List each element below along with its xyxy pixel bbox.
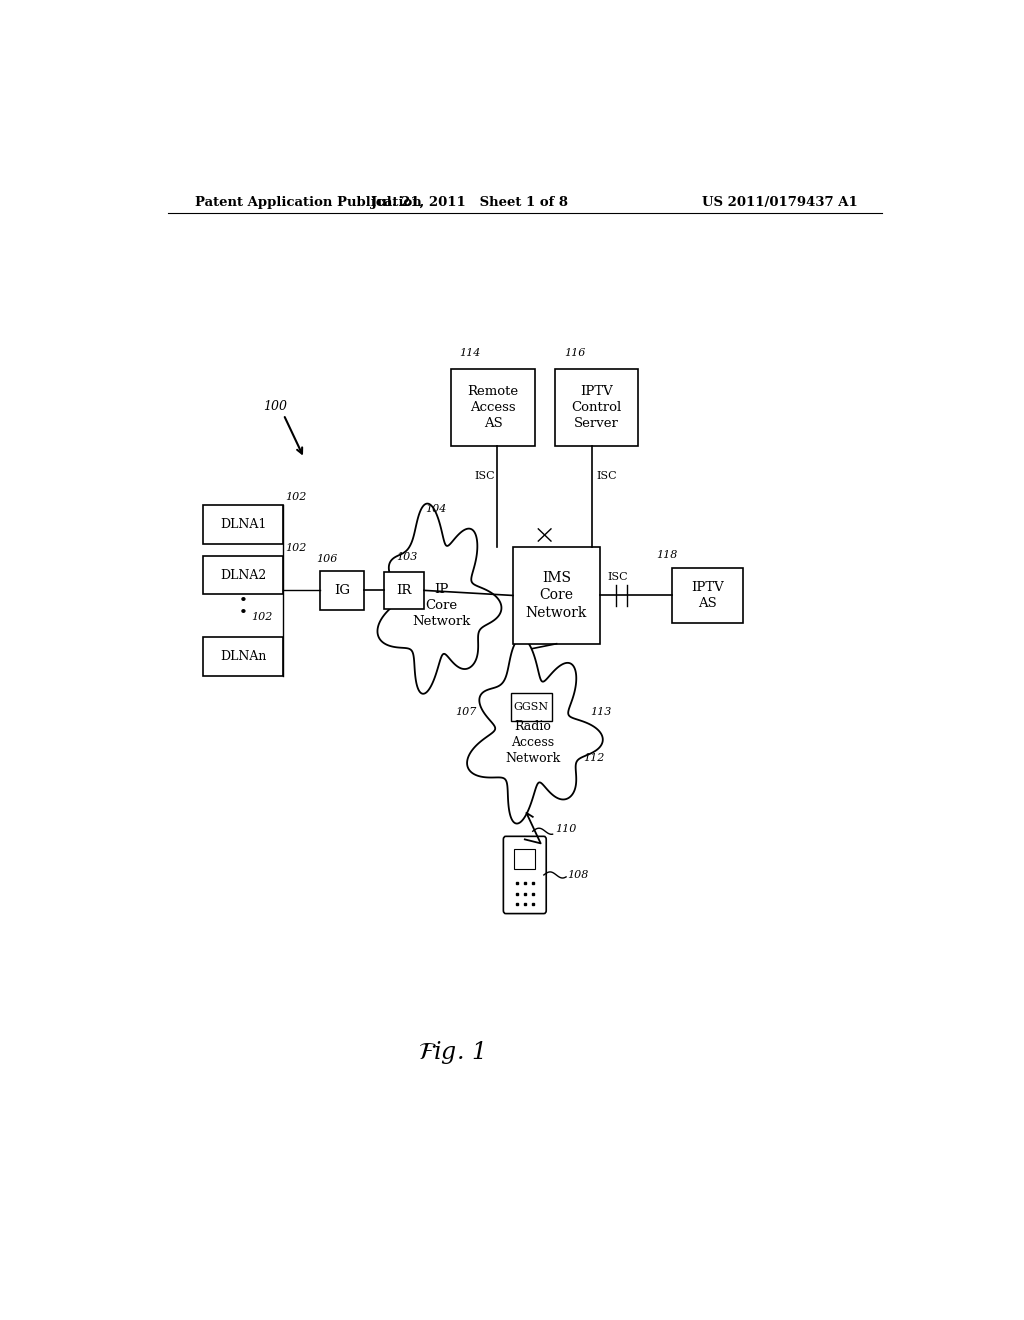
Text: IR: IR	[396, 583, 412, 597]
Text: IP
Core
Network: IP Core Network	[413, 583, 471, 628]
Text: 114: 114	[460, 348, 480, 358]
Polygon shape	[378, 504, 502, 694]
Text: GGSN: GGSN	[514, 702, 549, 713]
FancyBboxPatch shape	[384, 572, 424, 609]
Text: 113: 113	[591, 708, 612, 717]
Text: IG: IG	[334, 583, 350, 597]
Text: $\mathcal{F}$ig. 1: $\mathcal{F}$ig. 1	[418, 1039, 483, 1067]
FancyBboxPatch shape	[514, 849, 536, 870]
FancyBboxPatch shape	[321, 572, 365, 610]
Text: Jul. 21, 2011   Sheet 1 of 8: Jul. 21, 2011 Sheet 1 of 8	[371, 195, 567, 209]
Text: 112: 112	[583, 754, 604, 763]
Text: IPTV
Control
Server: IPTV Control Server	[571, 385, 622, 430]
Text: 106: 106	[316, 554, 338, 564]
FancyBboxPatch shape	[513, 548, 600, 644]
Text: 100: 100	[263, 400, 287, 413]
FancyBboxPatch shape	[204, 638, 283, 676]
Text: DLNAn: DLNAn	[220, 649, 266, 663]
Text: 108: 108	[567, 870, 589, 880]
Text: IMS
Core
Network: IMS Core Network	[526, 572, 587, 620]
FancyBboxPatch shape	[452, 370, 535, 446]
Text: Patent Application Publication: Patent Application Publication	[196, 195, 422, 209]
Text: 107: 107	[455, 708, 476, 717]
Text: 116: 116	[564, 348, 586, 358]
Text: ISC: ISC	[607, 572, 628, 582]
FancyBboxPatch shape	[511, 693, 552, 722]
Text: ISC: ISC	[596, 471, 616, 480]
Text: 102: 102	[285, 492, 306, 502]
Text: 103: 103	[396, 552, 418, 562]
Text: 110: 110	[555, 824, 577, 834]
FancyBboxPatch shape	[504, 837, 546, 913]
FancyBboxPatch shape	[672, 568, 743, 623]
Text: ISC: ISC	[475, 471, 496, 480]
Text: 102: 102	[285, 543, 306, 553]
Polygon shape	[467, 638, 603, 824]
Text: Remote
Access
AS: Remote Access AS	[468, 385, 518, 430]
Text: •: •	[239, 606, 248, 619]
Text: 104: 104	[426, 504, 446, 513]
Text: IPTV
AS: IPTV AS	[691, 581, 724, 610]
Text: DLNA2: DLNA2	[220, 569, 266, 582]
FancyBboxPatch shape	[204, 556, 283, 594]
Text: Radio
Access
Network: Radio Access Network	[505, 721, 560, 766]
Text: •: •	[239, 594, 248, 607]
Text: US 2011/0179437 A1: US 2011/0179437 A1	[702, 195, 858, 209]
Text: DLNA1: DLNA1	[220, 517, 266, 531]
FancyBboxPatch shape	[204, 506, 283, 544]
Text: 118: 118	[655, 550, 677, 560]
FancyBboxPatch shape	[555, 370, 638, 446]
Text: 102: 102	[251, 611, 272, 622]
